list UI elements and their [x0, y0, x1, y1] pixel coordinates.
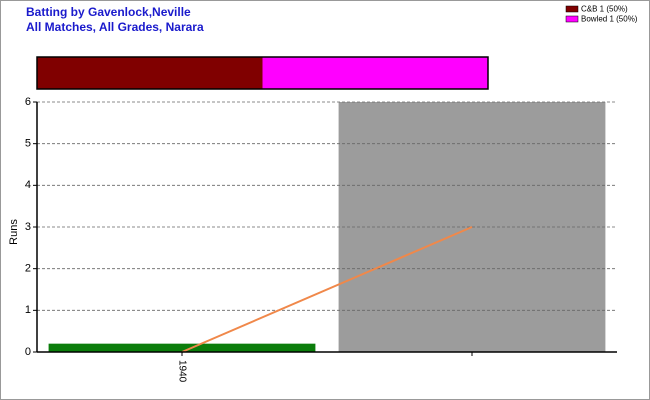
legend-label: Bowled 1 (50%) — [581, 15, 638, 24]
y-tick-label: 0 — [25, 346, 31, 358]
y-axis-label: Runs — [8, 219, 20, 245]
y-tick-label: 5 — [25, 138, 31, 150]
line — [181, 226, 473, 353]
y-tick-label: 4 — [25, 179, 31, 191]
y-tick-label: 1 — [25, 304, 31, 316]
legend-label: C&B 1 (50%) — [581, 5, 628, 14]
x-tick-label: 1940 — [176, 360, 187, 383]
dismissal-segment — [262, 57, 488, 89]
y-tick-label: 3 — [25, 221, 31, 233]
y-tick-label: 2 — [25, 263, 31, 275]
y-tick-label: 6 — [25, 96, 31, 108]
chart-title: Batting by Gavenlock,Neville — [26, 5, 191, 19]
bar — [48, 343, 316, 352]
chart-subtitle: All Matches, All Grades, Narara — [26, 20, 204, 34]
dismissal-segment — [37, 57, 263, 89]
dismissal-frame — [36, 56, 489, 90]
legend-swatch — [565, 5, 579, 13]
legend-swatch — [565, 15, 579, 23]
